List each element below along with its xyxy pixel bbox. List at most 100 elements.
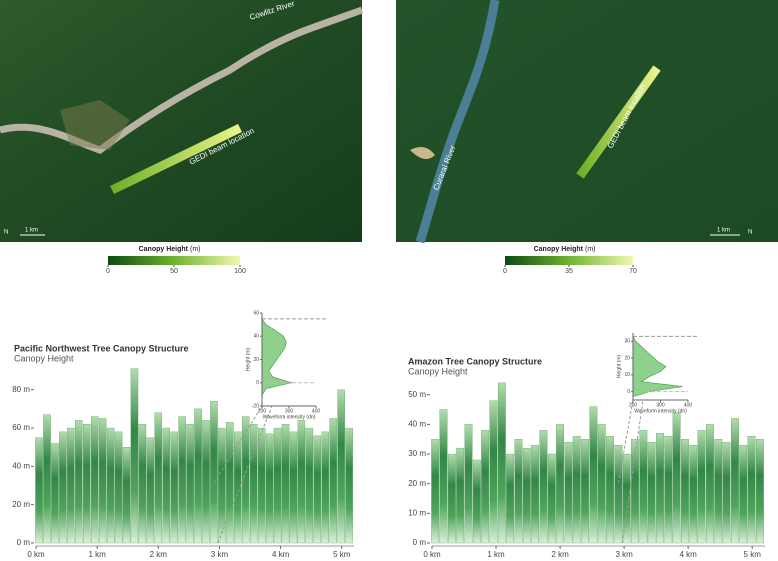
colorbar-tick-label: 100 bbox=[234, 268, 246, 275]
inset-y-tick-label: 20 bbox=[624, 355, 630, 361]
bar bbox=[497, 382, 506, 544]
bar bbox=[67, 427, 75, 544]
colorbar-title: Canopy Height bbox=[534, 246, 584, 253]
bar bbox=[234, 431, 242, 544]
bar bbox=[506, 453, 515, 544]
bar bbox=[714, 439, 723, 544]
bar bbox=[556, 424, 564, 544]
bar bbox=[747, 436, 756, 544]
x-tick-label: 5 km bbox=[744, 550, 762, 559]
y-tick-label: 20 m bbox=[12, 500, 30, 509]
x-tick-label: 1 km bbox=[88, 550, 106, 559]
bar bbox=[186, 424, 194, 544]
x-tick-label: 1 km bbox=[487, 550, 505, 559]
inset-x-tick-label: 200 bbox=[258, 408, 267, 414]
bar bbox=[138, 424, 147, 544]
bar bbox=[345, 427, 353, 544]
bar bbox=[281, 424, 290, 544]
bar bbox=[83, 424, 91, 544]
bar bbox=[547, 453, 556, 544]
colorbar bbox=[108, 256, 240, 265]
x-tick-label: 3 km bbox=[615, 550, 633, 559]
bar bbox=[522, 447, 531, 544]
bar bbox=[154, 412, 163, 544]
inset-x-label: Waveform intensity (dn) bbox=[634, 408, 687, 414]
inset-x-label: Waveform intensity (dn) bbox=[263, 414, 316, 420]
inset-y-label: Height (m) bbox=[616, 354, 622, 378]
colorbar-tick-label: 35 bbox=[565, 268, 573, 275]
bar bbox=[489, 400, 498, 544]
bar bbox=[313, 435, 322, 544]
x-tick-label: 2 km bbox=[150, 550, 168, 559]
bar bbox=[589, 406, 598, 544]
bar bbox=[731, 418, 739, 544]
bar bbox=[572, 436, 581, 544]
bar bbox=[59, 431, 67, 544]
inset-y-tick-label: 60 bbox=[253, 310, 259, 316]
bar bbox=[647, 442, 656, 544]
colorbar-tick-label: 0 bbox=[106, 268, 110, 275]
bar bbox=[114, 431, 123, 544]
bar bbox=[305, 427, 314, 544]
y-tick-label: 40 m bbox=[12, 461, 30, 470]
bar bbox=[672, 412, 681, 544]
bar bbox=[597, 424, 606, 544]
connector bbox=[213, 405, 263, 484]
bar bbox=[329, 418, 337, 544]
bar bbox=[447, 453, 456, 544]
bar bbox=[739, 444, 748, 544]
colorbar-tick-label: 50 bbox=[170, 268, 178, 275]
bar bbox=[273, 427, 282, 544]
connector bbox=[217, 405, 273, 544]
bar bbox=[722, 442, 731, 544]
bar bbox=[249, 424, 258, 544]
y-tick-label: 10 m bbox=[408, 508, 426, 517]
bar bbox=[146, 437, 155, 544]
bar bbox=[606, 436, 614, 544]
bar bbox=[289, 431, 298, 544]
scale-label: 1 km bbox=[717, 228, 730, 234]
bar bbox=[664, 436, 673, 544]
y-tick-label: 0 m bbox=[413, 538, 427, 547]
bar bbox=[514, 439, 523, 544]
bar bbox=[75, 420, 83, 544]
bar bbox=[226, 422, 234, 544]
bar bbox=[581, 439, 589, 544]
x-tick-label: 2 km bbox=[551, 550, 569, 559]
colorbar-unit: (m) bbox=[585, 246, 596, 253]
chart-title: Pacific Northwest Tree Canopy Structure bbox=[14, 343, 189, 353]
inset-x-tick-label: 400 bbox=[312, 408, 321, 414]
x-tick-label: 5 km bbox=[333, 550, 351, 559]
waveform bbox=[261, 317, 293, 401]
bar bbox=[464, 424, 473, 544]
bar bbox=[90, 416, 99, 544]
bar bbox=[51, 443, 59, 544]
bar bbox=[265, 433, 274, 544]
x-tick-label: 4 km bbox=[679, 550, 697, 559]
bar bbox=[106, 427, 115, 544]
chart-subtitle: Canopy Height bbox=[14, 353, 74, 363]
bar bbox=[564, 442, 573, 544]
y-tick-label: 50 m bbox=[408, 390, 426, 399]
bar bbox=[697, 430, 706, 544]
north-label: N bbox=[748, 230, 752, 236]
inset-y-tick-label: -20 bbox=[252, 403, 259, 409]
inset-y-label: Height (m) bbox=[245, 347, 251, 371]
map-left: GEDI beam location Cowlitz River 1 km N bbox=[0, 0, 364, 242]
y-tick-label: 30 m bbox=[408, 449, 426, 458]
bar bbox=[456, 447, 465, 544]
bar bbox=[755, 439, 764, 544]
bar bbox=[622, 453, 631, 544]
bar bbox=[202, 420, 210, 544]
x-tick-label: 4 km bbox=[272, 550, 290, 559]
inset-x-tick-label: 300 bbox=[285, 408, 294, 414]
bar bbox=[472, 459, 481, 544]
waveform bbox=[632, 336, 683, 398]
chart-title: Amazon Tree Canopy Structure bbox=[408, 356, 542, 366]
colorbar bbox=[505, 256, 633, 265]
x-tick-label: 0 km bbox=[423, 550, 441, 559]
bar bbox=[162, 427, 170, 544]
colorbar-unit: (m) bbox=[190, 246, 201, 253]
bar bbox=[689, 444, 698, 544]
